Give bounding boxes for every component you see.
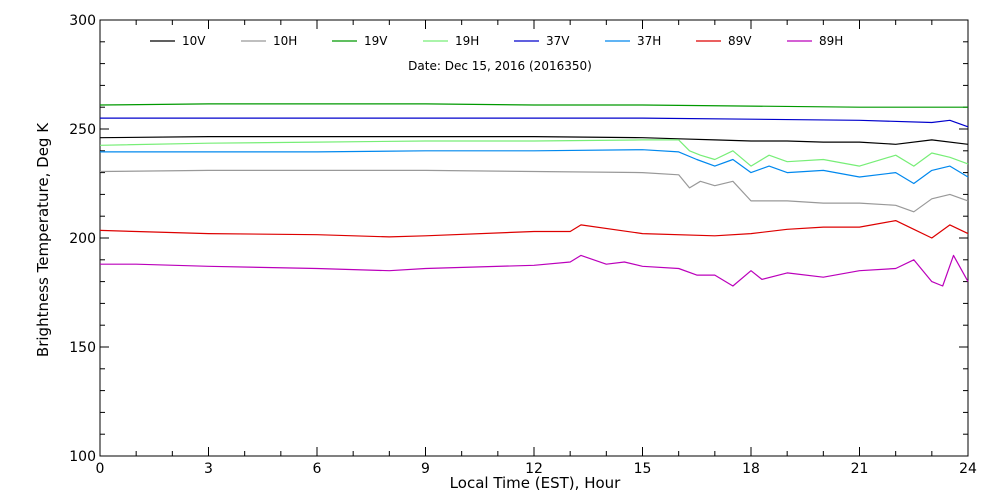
legend-label-89h: 89H [819, 34, 843, 48]
y-tick-label: 300 [69, 13, 96, 29]
x-tick-label: 21 [851, 461, 869, 477]
x-tick-label: 3 [204, 461, 213, 477]
x-tick-label: 24 [959, 461, 977, 477]
series-line-37h [100, 149, 969, 185]
x-tick-label: 6 [313, 461, 322, 477]
x-tick-label: 18 [742, 461, 760, 477]
legend-label-10v: 10V [182, 34, 206, 48]
series-line-10h [99, 169, 969, 213]
legend-label-10h: 10H [273, 34, 297, 48]
x-axis-title: Local Time (EST), Hour [450, 474, 621, 492]
legend-label-19h: 19H [455, 34, 479, 48]
series-line-89v [99, 220, 969, 239]
date-annotation: Date: Dec 15, 2016 (2016350) [408, 59, 592, 73]
y-tick-label: 200 [69, 231, 96, 247]
x-tick-label: 9 [421, 461, 430, 477]
x-tick-label: 12 [525, 461, 543, 477]
y-axis-ticks: 100 150 200 250 300 [69, 13, 968, 465]
series-line-19v [99, 103, 968, 108]
series-line-10v [99, 136, 969, 145]
x-axis-ticks: 0 3 6 9 12 15 18 21 24 [96, 20, 977, 477]
legend-label-37v: 37V [546, 34, 570, 48]
plot-frame [99, 19, 969, 457]
y-tick-label: 150 [69, 340, 96, 356]
y-axis-title: Brightness Temperature, Deg K [34, 122, 52, 357]
x-tick-label: 0 [96, 461, 105, 477]
legend-label-89v: 89V [728, 34, 752, 48]
legend-label-19v: 19V [364, 34, 388, 48]
plot-area-border [99, 19, 969, 457]
series-line-19h [99, 139, 969, 167]
legend-label-37h: 37H [637, 34, 661, 48]
series-lines [99, 103, 969, 287]
series-line-89h [100, 254, 969, 287]
y-tick-label: 250 [69, 122, 96, 138]
series-line-37v [100, 117, 969, 128]
x-tick-label: 15 [634, 461, 652, 477]
y-tick-label: 100 [69, 449, 96, 465]
legend: 10V 10H 19V 19H 37V 37H 89V 89H [150, 34, 843, 48]
